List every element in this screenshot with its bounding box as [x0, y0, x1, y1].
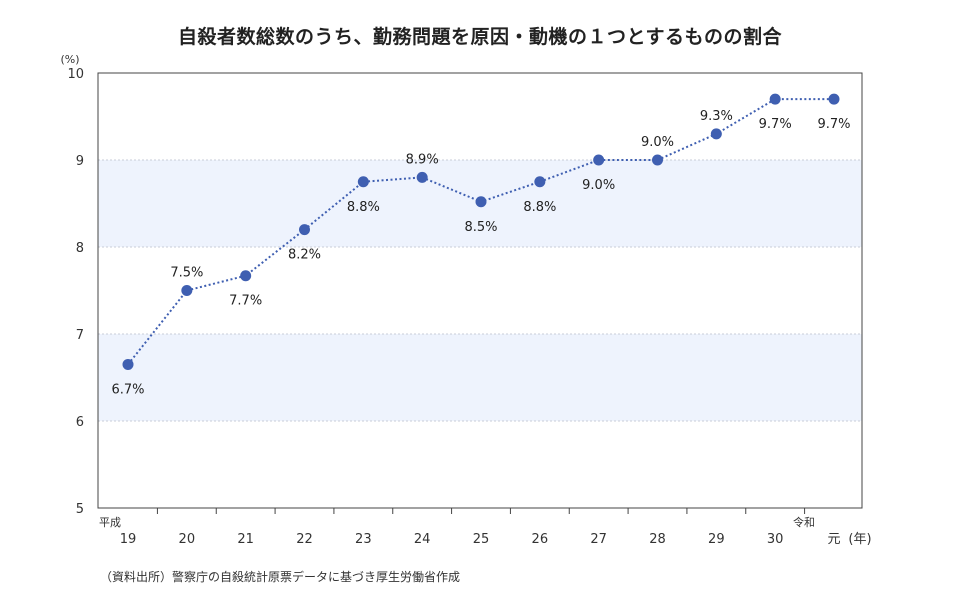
- x-axis-unit: (年): [848, 532, 871, 547]
- data-point: [828, 93, 840, 105]
- data-label: 7.7%: [229, 294, 262, 309]
- data-label: 6.7%: [111, 382, 144, 397]
- x-tick-label: 19: [120, 532, 137, 547]
- x-tick-label: 21: [237, 532, 254, 547]
- era-label-reiwa: 令和: [793, 515, 815, 529]
- data-point: [181, 285, 193, 296]
- data-label: 8.8%: [523, 200, 556, 215]
- y-tick-label: 10: [67, 67, 84, 82]
- band-0: [98, 334, 862, 421]
- y-tick-label: 5: [76, 502, 84, 517]
- data-label: 9.0%: [582, 178, 615, 193]
- y-axis-unit: (%): [60, 53, 79, 66]
- data-label: 7.5%: [170, 266, 203, 281]
- source-note: （資料出所）警察庁の自殺統計原票データに基づき厚生労働省作成: [100, 570, 461, 584]
- data-point: [710, 128, 722, 140]
- x-tick-label: 25: [473, 532, 490, 547]
- data-point: [769, 93, 781, 105]
- data-point: [475, 196, 487, 208]
- x-tick-label: 26: [532, 532, 549, 547]
- plot-frame: [97, 72, 863, 509]
- data-point: [240, 270, 252, 282]
- data-point: [534, 176, 546, 188]
- data-point: [416, 171, 428, 183]
- x-tick-label: 27: [590, 532, 607, 547]
- data-label: 8.5%: [464, 220, 497, 235]
- x-tick-label: 20: [179, 532, 196, 547]
- data-label: 8.8%: [347, 200, 380, 215]
- chart-title: 自殺者数総数のうち、勤務問題を原因・動機の１つとするものの割合: [178, 26, 782, 48]
- data-point: [652, 154, 663, 166]
- data-label: 9.7%: [817, 117, 850, 132]
- data-point: [299, 224, 310, 236]
- x-tick-label: 元: [827, 532, 840, 547]
- y-tick-label: 6: [76, 415, 84, 430]
- data-point: [593, 154, 605, 166]
- era-label-heisei: 平成: [99, 516, 121, 529]
- x-tick-label: 23: [355, 532, 372, 547]
- data-label: 9.3%: [700, 109, 733, 124]
- x-tick-label: 24: [414, 532, 431, 547]
- y-tick-label: 8: [76, 241, 84, 256]
- x-tick-label: 22: [296, 532, 313, 547]
- y-tick-label: 9: [76, 154, 84, 169]
- data-label: 9.0%: [641, 135, 674, 150]
- data-point: [357, 176, 369, 188]
- x-tick-label: 28: [649, 532, 666, 547]
- data-point: [122, 358, 134, 370]
- data-label: 9.7%: [759, 117, 792, 132]
- y-tick-label: 7: [76, 328, 84, 343]
- data-label: 8.9%: [406, 152, 439, 167]
- data-label: 8.2%: [288, 248, 321, 263]
- x-tick-label: 29: [708, 532, 725, 547]
- x-tick-label: 30: [767, 532, 784, 547]
